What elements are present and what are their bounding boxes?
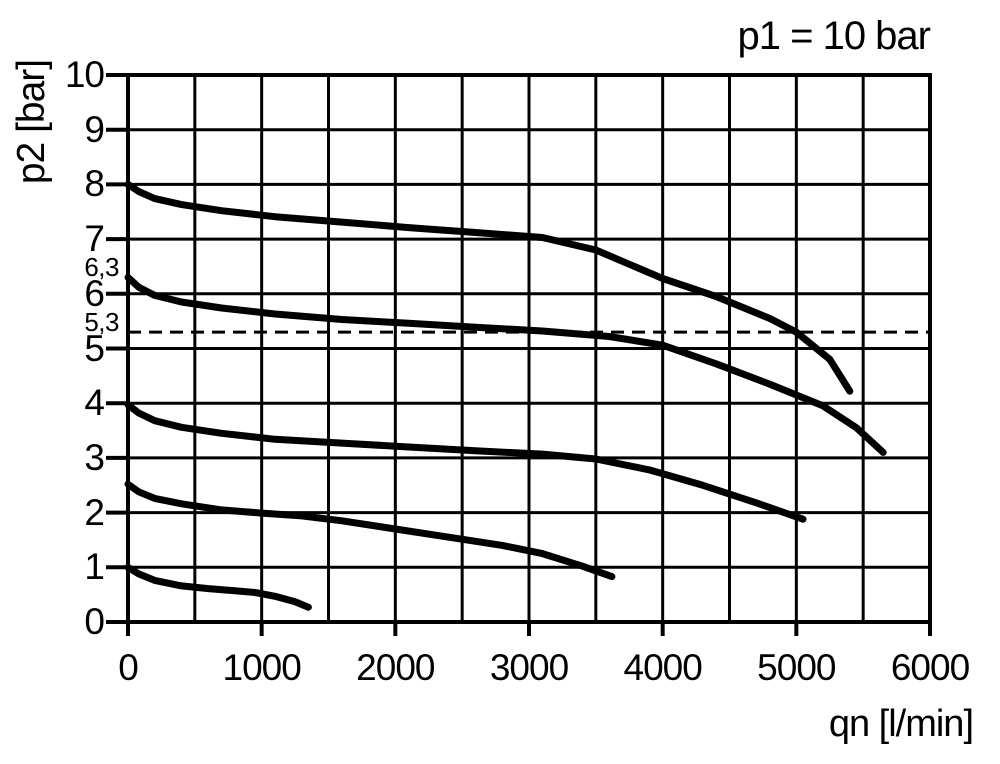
- y-tick-label: 9: [84, 108, 105, 150]
- x-tick-label: 6000: [890, 647, 970, 688]
- y-tick-label: 8: [84, 163, 105, 205]
- y-tick-label: 0: [84, 601, 105, 642]
- curve-setpoint-4-bar: [124, 401, 807, 523]
- y-tick-label: 4: [84, 382, 105, 424]
- curve-setpoint-8-bar: [124, 180, 854, 395]
- x-tick-label: 0: [118, 647, 139, 688]
- curve-setpoint-1-bar: [124, 563, 312, 611]
- y-tick-label: 10: [64, 54, 105, 95]
- x-tick-label: 5000: [757, 647, 836, 688]
- x-tick-label: 4000: [623, 647, 703, 688]
- chart-title: p1 = 10 bar: [737, 14, 931, 58]
- y-minor-label: 6,3: [84, 252, 119, 283]
- x-tick-label: 3000: [489, 647, 569, 688]
- x-axis-label: qn [l/min]: [828, 703, 974, 745]
- y-tick-label: 7: [84, 218, 105, 260]
- y-tick-label: 3: [84, 436, 105, 478]
- x-tick-label: 1000: [222, 647, 302, 688]
- y-tick-label: 5: [84, 327, 105, 369]
- x-tick-label: 2000: [356, 647, 435, 688]
- curve-setpoint-6.3-bar: [124, 273, 887, 456]
- curve-setpoint-2.5-bar: [124, 480, 616, 581]
- y-tick-label: 2: [84, 491, 105, 533]
- y-tick-label: 6: [84, 272, 105, 314]
- y-tick-label: 1: [84, 546, 105, 588]
- y-minor-label: 5,3: [84, 307, 119, 338]
